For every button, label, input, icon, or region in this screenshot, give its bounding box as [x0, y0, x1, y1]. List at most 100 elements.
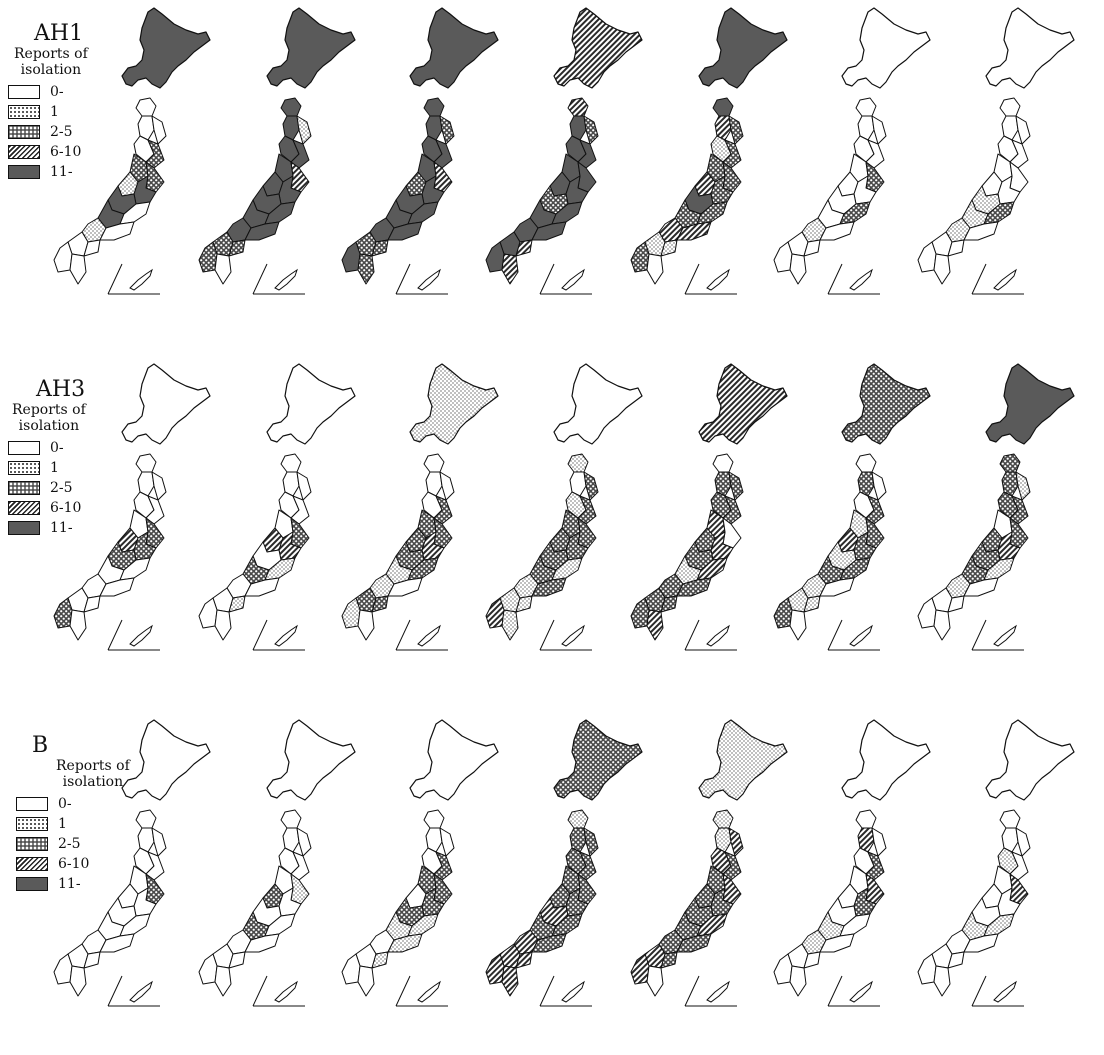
region-1 — [280, 97, 302, 117]
map-b-3 — [341, 719, 499, 1007]
region-17 — [630, 597, 650, 629]
region-16 — [228, 951, 246, 969]
region-okinawa — [849, 980, 873, 1003]
legend-label: 2-5 — [50, 124, 73, 140]
region-hokkaido — [698, 7, 788, 89]
region-3 — [151, 115, 167, 145]
legend-swatch — [8, 461, 40, 475]
map-ah1-3 — [341, 7, 499, 295]
region-3 — [728, 471, 744, 501]
legend-item: 1 — [16, 814, 130, 834]
inset-frame — [827, 975, 880, 1007]
inset-frame — [684, 263, 737, 295]
region-1 — [423, 453, 445, 473]
region-17 — [198, 597, 218, 629]
inset-frame — [395, 975, 448, 1007]
region-17 — [53, 241, 73, 273]
region-hokkaido — [266, 719, 356, 801]
region-1 — [135, 97, 157, 117]
inset-frame — [539, 975, 592, 1007]
inset-frame — [107, 975, 160, 1007]
inset-frame — [971, 619, 1024, 651]
inset-frame — [539, 619, 592, 651]
region-18 — [357, 965, 375, 997]
inset-frame — [395, 619, 448, 651]
legend-swatch — [8, 501, 40, 515]
legend-label: 0- — [50, 84, 64, 100]
legend-label: 11- — [50, 520, 73, 536]
region-hokkaido — [698, 719, 788, 801]
region-18 — [357, 253, 375, 285]
region-16 — [660, 595, 678, 613]
region-17 — [485, 597, 505, 629]
region-17 — [630, 953, 650, 985]
region-16 — [515, 595, 533, 613]
map-b-6 — [773, 719, 931, 1007]
region-16 — [947, 951, 965, 969]
legend-label: 0- — [58, 796, 72, 812]
region-18 — [933, 253, 951, 285]
region-18 — [933, 609, 951, 641]
region-1 — [135, 453, 157, 473]
map-ah3-7 — [917, 363, 1075, 651]
region-3 — [728, 115, 744, 145]
map-ah1-4 — [485, 7, 643, 295]
region-18 — [357, 609, 375, 641]
region-okinawa — [274, 624, 298, 647]
region-16 — [228, 595, 246, 613]
map-b-2 — [198, 719, 356, 1007]
region-1 — [567, 453, 589, 473]
map-ah1-6 — [773, 7, 931, 295]
region-16 — [803, 595, 821, 613]
region-hokkaido — [553, 7, 643, 89]
region-18 — [214, 253, 232, 285]
region-hokkaido — [841, 719, 931, 801]
region-3 — [583, 827, 599, 857]
legend-item: 6-10 — [16, 854, 130, 874]
region-18 — [789, 253, 807, 285]
region-3 — [151, 471, 167, 501]
region-16 — [371, 239, 389, 257]
region-hokkaido — [553, 363, 643, 445]
legend-title: AH3 — [36, 377, 86, 402]
region-hokkaido — [266, 363, 356, 445]
region-16 — [371, 951, 389, 969]
region-16 — [947, 239, 965, 257]
region-okinawa — [129, 624, 153, 647]
inset-frame — [827, 263, 880, 295]
region-18 — [69, 253, 87, 285]
region-hokkaido — [409, 719, 499, 801]
region-3 — [439, 115, 455, 145]
region-18 — [214, 609, 232, 641]
region-17 — [53, 597, 73, 629]
legend-item: 6-10 — [8, 498, 86, 518]
region-okinawa — [993, 268, 1017, 291]
inset-frame — [971, 263, 1024, 295]
region-1 — [855, 453, 877, 473]
region-hokkaido — [121, 719, 211, 801]
region-1 — [280, 453, 302, 473]
region-hokkaido — [985, 719, 1075, 801]
map-ah1-5 — [630, 7, 788, 295]
region-hokkaido — [698, 363, 788, 445]
legend-title: B — [32, 733, 49, 758]
region-16 — [947, 595, 965, 613]
legend-label: 2-5 — [58, 836, 81, 852]
region-17 — [773, 953, 793, 985]
region-18 — [789, 609, 807, 641]
legend-label: 6-10 — [50, 144, 82, 160]
region-hokkaido — [841, 363, 931, 445]
legend-swatch — [8, 441, 40, 455]
legend-ah3: AH3 Reports of isolation 0- 1 2-5 6-10 1… — [8, 378, 86, 538]
region-3 — [439, 827, 455, 857]
region-16 — [515, 951, 533, 969]
region-okinawa — [274, 980, 298, 1003]
legend-ah1: AH1 Reports of isolation 0- 1 2-5 6-10 1… — [8, 22, 88, 182]
legend-subtitle: Reports of — [14, 46, 88, 62]
region-okinawa — [706, 980, 730, 1003]
legend-title: AH1 — [34, 21, 84, 46]
region-okinawa — [993, 980, 1017, 1003]
region-18 — [69, 609, 87, 641]
region-okinawa — [417, 268, 441, 291]
inset-frame — [107, 619, 160, 651]
